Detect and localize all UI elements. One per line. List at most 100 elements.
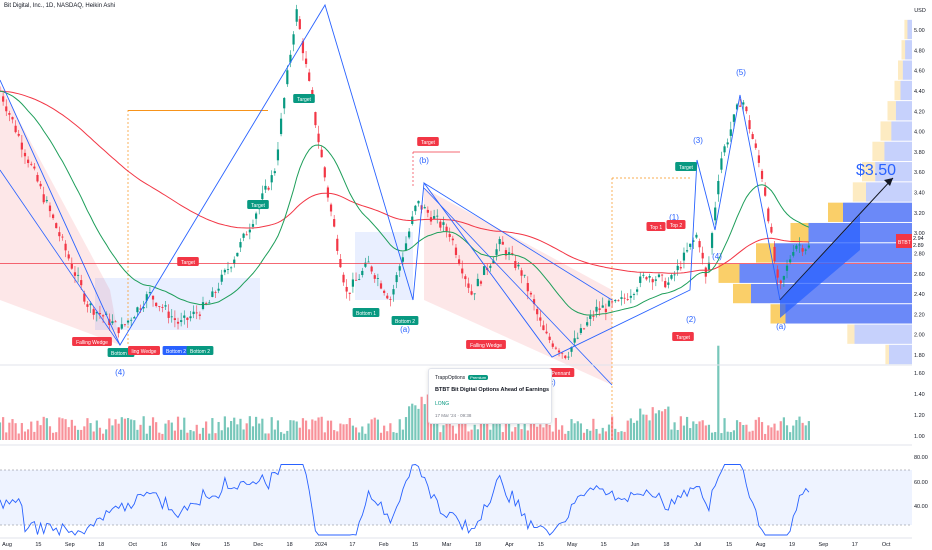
volume-bar bbox=[451, 425, 454, 440]
volume-bar bbox=[326, 420, 330, 440]
volume-bar bbox=[183, 417, 186, 440]
volume-bar bbox=[586, 429, 589, 440]
candle-body bbox=[289, 54, 292, 63]
candle-body bbox=[379, 283, 383, 289]
time-tick: 15 bbox=[35, 542, 41, 548]
volume-bar bbox=[345, 424, 348, 440]
volume-bar bbox=[248, 416, 251, 440]
candle-body bbox=[710, 233, 714, 248]
volume-bar bbox=[804, 425, 807, 440]
volume-bar bbox=[395, 432, 398, 440]
candle-body bbox=[520, 270, 523, 276]
candle-body bbox=[461, 268, 464, 274]
candle-body bbox=[61, 236, 64, 238]
volume-bar bbox=[361, 426, 364, 440]
candle-body bbox=[198, 314, 201, 316]
profile-bar bbox=[751, 283, 912, 304]
profile-bar-value-area bbox=[862, 162, 876, 182]
pattern-badge bbox=[352, 308, 380, 317]
profile-bar-value-area bbox=[885, 344, 889, 365]
candle-body bbox=[561, 352, 564, 354]
profile-bar-value-area bbox=[756, 243, 774, 263]
volume-bar bbox=[201, 427, 205, 440]
news-card[interactable]: TrappOptions Premium BTBT Bit Digital Opt… bbox=[428, 368, 552, 424]
time-tick: Aug bbox=[756, 542, 766, 548]
candle-body bbox=[692, 240, 695, 242]
profile-bar-value-area bbox=[733, 283, 751, 304]
candle-body bbox=[539, 317, 542, 321]
wave-path bbox=[0, 3, 781, 358]
candle-body bbox=[261, 193, 264, 200]
candle-body bbox=[223, 269, 226, 273]
candle-body bbox=[767, 208, 770, 222]
volume-bar bbox=[70, 419, 73, 440]
candle-body bbox=[39, 183, 42, 187]
candle-body bbox=[326, 187, 330, 198]
volume-bar bbox=[379, 432, 383, 440]
candle-body bbox=[601, 305, 604, 308]
rsi-line bbox=[0, 464, 810, 537]
candle-body bbox=[267, 187, 270, 190]
prev-price: 2.89 bbox=[913, 243, 924, 249]
volume-bar bbox=[351, 425, 355, 440]
volume-bar bbox=[89, 423, 92, 440]
volume-bars bbox=[0, 345, 810, 440]
candle-body bbox=[358, 279, 361, 280]
candle-body bbox=[464, 276, 467, 280]
volume-bar bbox=[367, 423, 370, 440]
volume-bar bbox=[660, 411, 664, 440]
volume-bar bbox=[180, 429, 183, 440]
volume-bar bbox=[208, 433, 211, 440]
profile-bar-value-area bbox=[790, 222, 809, 243]
candle-body bbox=[657, 274, 661, 277]
volume-bar bbox=[526, 430, 529, 440]
time-tick: Nov bbox=[191, 542, 201, 548]
profile-bar bbox=[843, 202, 912, 222]
candle-body bbox=[726, 142, 729, 145]
pattern-badge bbox=[417, 137, 439, 146]
volume-bar bbox=[476, 429, 479, 440]
candle-body bbox=[798, 244, 801, 246]
candle-body bbox=[801, 248, 804, 252]
candle-body bbox=[67, 254, 70, 259]
candle-body bbox=[529, 292, 533, 295]
price-tick: 4.40 bbox=[914, 89, 925, 95]
wave-label: (b) bbox=[419, 156, 429, 165]
candle-body bbox=[557, 350, 561, 353]
candle-body bbox=[739, 105, 742, 107]
volume-bar bbox=[701, 420, 704, 440]
candle-body bbox=[298, 19, 301, 30]
volume-bar bbox=[411, 403, 414, 440]
volume-bar bbox=[764, 433, 767, 440]
profile-bar bbox=[875, 162, 912, 182]
news-headline[interactable]: BTBT Bit Digital Options Ahead of Earnin… bbox=[435, 387, 550, 393]
candle-body bbox=[807, 245, 810, 248]
candle-body bbox=[180, 320, 183, 322]
candle-body bbox=[239, 242, 242, 248]
candle-body bbox=[20, 142, 23, 150]
candle-body bbox=[276, 149, 280, 161]
volume-bar bbox=[489, 429, 492, 440]
pattern-badge bbox=[107, 348, 135, 357]
pattern-badge bbox=[72, 337, 112, 346]
volume-bar bbox=[39, 425, 42, 440]
elliott-waves: (4)(5)(b)(a)(c)(1)(2)(3)(4)(a)$3.50 bbox=[0, 3, 896, 387]
big-target-label: $3.50 bbox=[856, 162, 896, 179]
time-tick: Oct bbox=[128, 542, 137, 548]
rounded-bottom-shade bbox=[355, 232, 413, 300]
rsi-tick: 40.00 bbox=[914, 504, 928, 510]
time-tick: 17 bbox=[852, 542, 858, 548]
volume-bar bbox=[92, 431, 95, 440]
candle-body bbox=[30, 163, 33, 165]
candle-body bbox=[667, 282, 670, 285]
volume-bar bbox=[729, 432, 732, 440]
candle-body bbox=[264, 185, 267, 190]
candle-body bbox=[283, 98, 286, 109]
candle-body bbox=[392, 289, 395, 295]
volume-tick: 1.40 bbox=[914, 392, 925, 398]
pattern-label: Falling Wedge bbox=[470, 343, 502, 349]
wave-label: (3) bbox=[693, 136, 703, 145]
volume-bar bbox=[592, 418, 595, 440]
candle-body bbox=[745, 106, 748, 112]
